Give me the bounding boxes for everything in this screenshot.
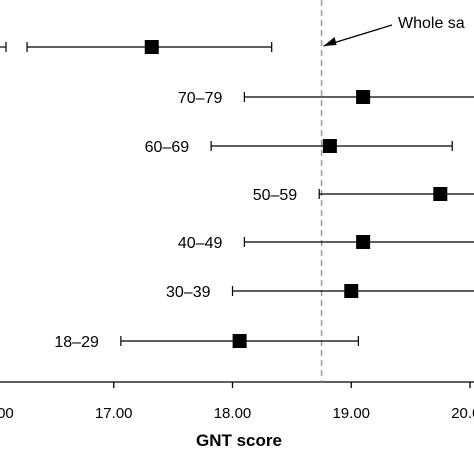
category-label: 18–29 [54, 334, 99, 351]
mean-marker [322, 139, 337, 153]
mean-marker [144, 40, 159, 54]
mean-marker [433, 187, 448, 201]
category-label: 50–59 [253, 187, 298, 204]
category-label: 70–79 [178, 90, 223, 107]
x-tick-label: 17.00 [95, 405, 133, 422]
x-tick-label: 16.00 [0, 405, 14, 422]
category-label: 60–69 [145, 139, 190, 156]
x-axis-label: GNT score [196, 431, 282, 450]
category-label: 30–39 [166, 284, 211, 301]
annotation-arrow-head [323, 37, 337, 46]
x-tick-label: 18.00 [214, 405, 252, 422]
mean-marker [344, 284, 359, 298]
x-tick-label: 20.00 [451, 405, 474, 422]
mean-marker [356, 235, 371, 249]
plot-area: 16.00 17.00 18.00 19.00 20.00 Whole sa 70–79 60… [0, 0, 474, 422]
reference-line-label: Whole sa [398, 15, 465, 32]
category-label: 40–49 [178, 235, 223, 252]
mean-marker [356, 90, 371, 104]
x-tick-label: 19.00 [332, 405, 370, 422]
mean-marker [232, 334, 247, 348]
